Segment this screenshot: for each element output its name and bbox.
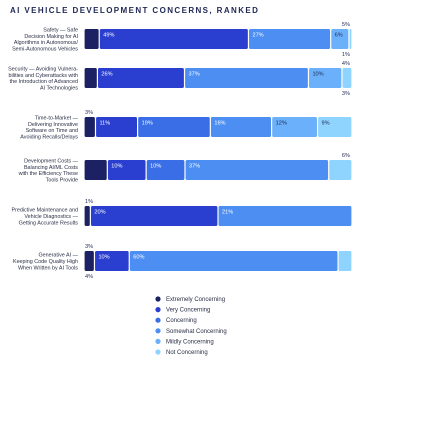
data-label: 10%	[150, 164, 161, 170]
bar-segment	[84, 117, 95, 137]
legend-label: Extremely Concerning	[166, 297, 225, 303]
bar-segment	[338, 251, 352, 271]
bar-segment	[210, 117, 271, 137]
data-label: 1%	[342, 52, 350, 58]
category-label: Balancing AI/ML Costs	[24, 165, 78, 171]
bar-segment	[309, 68, 342, 88]
category-label: Delivering Innovative	[28, 122, 78, 128]
bar-segment	[84, 160, 107, 180]
category-label: Security — Avoiding Vulnera-	[8, 67, 78, 73]
bar-segment	[185, 68, 308, 88]
category-label: Getting Accurate Results	[19, 220, 79, 226]
bar-segment	[218, 206, 352, 226]
category-label: Vehicle Diagnostics —	[24, 214, 78, 220]
bar-segment	[318, 117, 352, 137]
bar-segment	[329, 160, 352, 180]
legend-label: Mildly Concerning	[166, 339, 214, 345]
data-label: 20%	[94, 210, 105, 216]
data-label: 10%	[111, 164, 122, 170]
data-label: 16%	[214, 121, 225, 127]
data-label: 6%	[342, 153, 350, 159]
category-label: Keeping Code Quality High	[13, 259, 78, 265]
data-label: 37%	[189, 72, 200, 78]
data-label: 4%	[342, 61, 350, 67]
bar-segment	[129, 251, 338, 271]
data-label: 12%	[276, 121, 287, 127]
bar-segment	[138, 117, 210, 137]
category-label: Safety — Safe	[43, 28, 78, 34]
category-label: Predictive Maintenance and	[11, 208, 78, 214]
data-label: 9%	[322, 121, 330, 127]
category-label: bilities and Cyberattacks with	[8, 73, 78, 79]
bar-segment	[349, 29, 352, 49]
category-label: Semi-Autonomous Vehicles	[12, 46, 78, 52]
chart-title: AI VEHICLE DEVELOPMENT CONCERNS, RANKED	[10, 6, 260, 15]
data-label: 37%	[189, 164, 200, 170]
bar-segment	[95, 251, 129, 271]
legend-label: Not Concerning	[166, 350, 208, 356]
data-label: 11%	[99, 121, 110, 127]
legend-swatch	[155, 338, 161, 344]
data-label: 21%	[222, 210, 233, 216]
data-label: 10%	[98, 255, 109, 261]
data-label: 3%	[85, 244, 93, 250]
legend-swatch	[155, 349, 161, 355]
bar-segment	[249, 29, 331, 49]
category-label: Decision Making for AI	[24, 34, 78, 40]
data-label: 1%	[85, 199, 93, 205]
category-label: Development Costs —	[24, 159, 79, 165]
legend-label: Very Concerning	[166, 308, 210, 314]
bar-segment	[90, 206, 218, 226]
bar-segment	[96, 117, 137, 137]
category-label: with the Efficiency These	[18, 171, 78, 177]
category-label: When Written by AI Tools	[18, 265, 78, 271]
bar-segment	[107, 160, 146, 180]
bar-segment	[84, 29, 99, 49]
legend-label: Somewhat Concerning	[166, 329, 227, 335]
legend-swatch	[155, 296, 161, 302]
legend-swatch	[155, 307, 161, 313]
data-label: 4%	[85, 274, 93, 280]
legend-swatch	[155, 328, 161, 334]
data-label: 26%	[101, 72, 112, 78]
bar-segment	[84, 68, 97, 88]
category-label: the Introduction of Advanced	[10, 79, 78, 85]
data-label: 5%	[342, 22, 350, 28]
category-label: Software on Time and	[26, 128, 78, 134]
category-label: Algorithms in Autonomous/	[14, 40, 79, 46]
bar-segment	[342, 68, 352, 88]
data-label: 10%	[312, 72, 323, 78]
data-label: 49%	[103, 33, 114, 39]
category-label: Generative AI —	[38, 253, 78, 259]
bar-segment	[185, 160, 329, 180]
bar-segment	[272, 117, 317, 137]
bar-segment	[331, 29, 349, 49]
data-label: 19%	[142, 121, 153, 127]
bar-segment	[98, 68, 184, 88]
data-label: 60%	[133, 255, 144, 261]
legend-label: Concerning	[166, 318, 197, 324]
category-label: Time-to-Market —	[35, 116, 79, 122]
bar-segment	[146, 160, 185, 180]
bar-segment	[99, 29, 248, 49]
bar-segment	[84, 251, 94, 271]
legend-swatch	[155, 317, 161, 323]
data-label: 27%	[252, 33, 263, 39]
category-label: AI Technologies	[40, 85, 78, 91]
data-label: 3%	[342, 91, 350, 97]
bar-segment	[84, 206, 90, 226]
category-label: Avoiding Recalls/Delays	[20, 134, 78, 140]
data-label: 3%	[85, 110, 93, 116]
category-label: Tools Provide	[46, 177, 78, 183]
data-label: 6%	[335, 33, 343, 39]
